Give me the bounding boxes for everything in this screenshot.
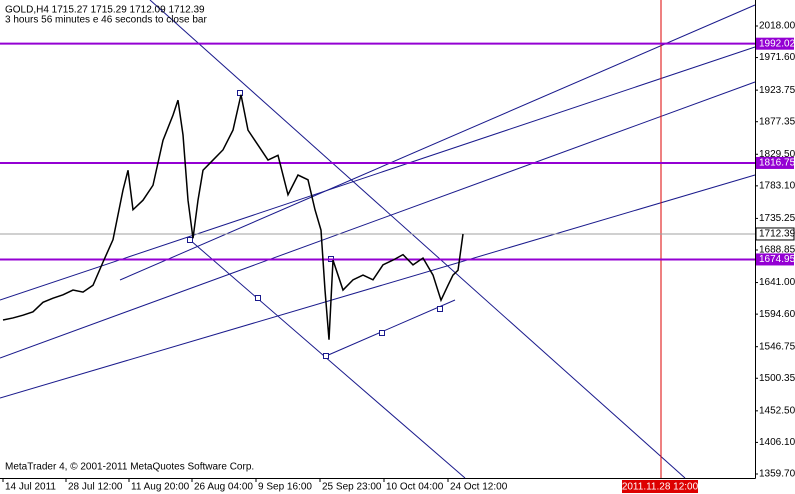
anchor-point	[437, 306, 443, 312]
x-tick-label: 28 Jul 12:00	[68, 482, 123, 493]
chart-subtitle: 3 hours 56 minutes e 46 seconds to close…	[5, 15, 207, 26]
x-tick-label: 24 Oct 12:00	[450, 482, 508, 493]
channel-line	[0, 174, 756, 399]
level-label: 1816.75	[759, 158, 795, 169]
footer: MetaTrader 4, © 2001-2011 MetaQuotes Sof…	[5, 462, 254, 473]
level-label: 1674.95	[759, 254, 795, 265]
y-tick-label: 1971.60	[759, 52, 795, 63]
channel-line	[0, 46, 756, 301]
x-tick-label: 9 Sep 16:00	[258, 482, 312, 493]
falling-line	[149, 0, 686, 479]
x-tick-label: 11 Aug 20:00	[131, 482, 190, 493]
y-tick-label: 1641.00	[759, 277, 795, 288]
y-tick-label: 2018.00	[759, 21, 795, 32]
small-channel	[325, 299, 456, 357]
level-box	[756, 156, 794, 169]
x-tick-label: 10 Oct 04:00	[386, 482, 444, 493]
anchor-point	[255, 295, 261, 301]
anchor-point	[237, 90, 243, 96]
level-box	[756, 253, 794, 266]
y-tick-label: 1923.75	[759, 85, 795, 96]
y-tick-label: 1500.35	[759, 373, 795, 384]
y-tick-label: 1452.50	[759, 405, 795, 416]
y-tick-label: 1688.85	[759, 245, 795, 256]
x-tick-label: 26 Aug 04:00	[194, 482, 253, 493]
y-tick-label: 1829.50	[759, 149, 795, 160]
level-label: 1992.02	[759, 38, 795, 49]
level-box	[756, 37, 794, 50]
y-tick-label: 1594.60	[759, 309, 795, 320]
chart-title: GOLD,H4 1715.27 1715.29 1712.09 1712.39	[5, 5, 205, 16]
x-tick-label: 25 Sep 23:00	[322, 482, 382, 493]
anchor-point	[323, 353, 329, 359]
time-marker-box	[622, 480, 698, 493]
x-tick-label: 14 Jul 2011	[5, 482, 56, 493]
current-price-box	[755, 227, 795, 241]
price-line	[2, 94, 464, 340]
y-tick-label: 1546.75	[759, 341, 795, 352]
time-marker-label: 2011.11.28 12:00	[622, 482, 699, 493]
y-tick-label: 1877.35	[759, 116, 795, 127]
anchor-point	[187, 237, 193, 243]
y-tick-label: 1783.10	[759, 180, 795, 191]
y-tick-label: 1359.70	[759, 469, 795, 480]
anchor-point	[379, 330, 385, 336]
current-price-label: 1712.39	[759, 229, 795, 240]
y-tick-label: 1735.25	[759, 213, 795, 224]
y-tick-label: 1406.10	[759, 437, 795, 448]
channel-line	[0, 81, 756, 359]
